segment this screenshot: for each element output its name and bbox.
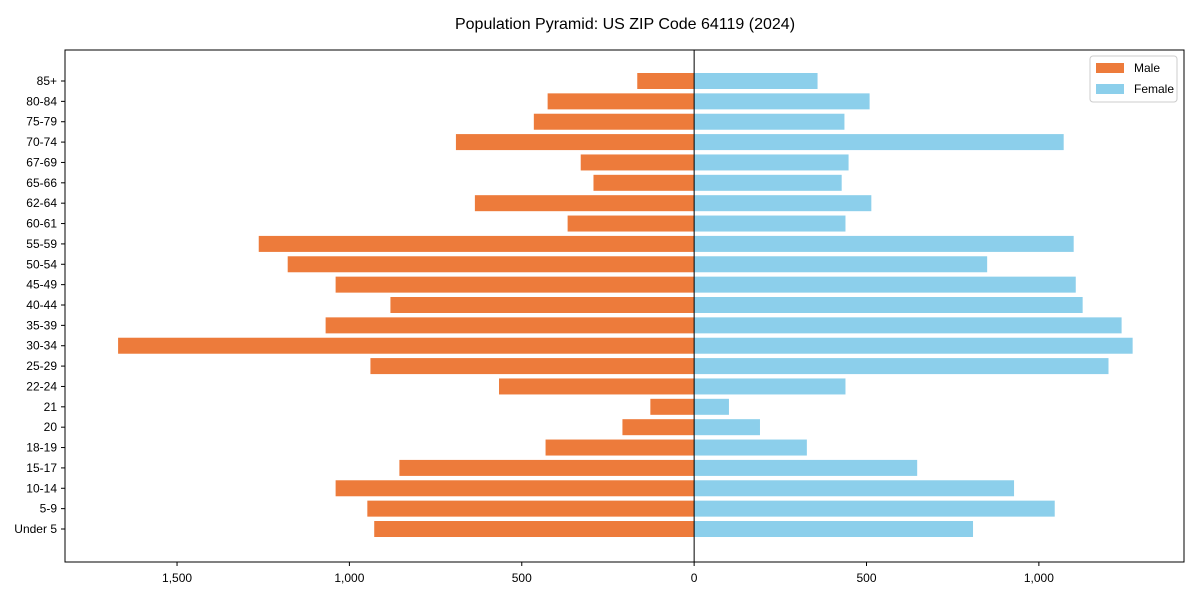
bar-female-Under 5 [694, 521, 974, 537]
bar-male-45-49 [335, 276, 695, 293]
bar-male-50-54 [287, 256, 695, 273]
bar-female-40-44 [694, 297, 1083, 313]
y-tick-label: 75-79 [26, 115, 57, 129]
x-tick-label: 0 [691, 571, 698, 585]
bar-female-75-79 [694, 113, 845, 130]
y-tick-label: 67-69 [26, 155, 57, 169]
bar-male-62-64 [474, 195, 695, 212]
legend-swatch-male [1096, 63, 1124, 73]
y-tick-label: 45-49 [26, 278, 57, 292]
y-tick-label: 55-59 [26, 237, 57, 251]
bar-male-30-34 [118, 337, 695, 354]
y-tick-label: 85+ [37, 74, 57, 88]
bar-female-5-9 [694, 500, 1055, 517]
bar-female-55-59 [694, 235, 1074, 252]
bar-male-18-19 [545, 439, 695, 456]
bar-male-65-66 [593, 174, 695, 191]
y-tick-label: 20 [44, 420, 58, 434]
y-tick-label: 65-66 [26, 176, 57, 190]
bar-female-30-34 [694, 337, 1133, 354]
y-tick-label: 70-74 [26, 135, 57, 149]
bar-male-20 [622, 419, 695, 436]
y-tick-label: 18-19 [26, 441, 57, 455]
bar-male-10-14 [335, 480, 695, 497]
chart-title: Population Pyramid: US ZIP Code 64119 (2… [455, 16, 795, 33]
bar-female-80-84 [694, 93, 870, 110]
bar-female-67-69 [694, 154, 849, 171]
bar-male-35-39 [325, 317, 695, 334]
bar-female-62-64 [694, 195, 872, 212]
bar-female-22-24 [694, 378, 846, 395]
bar-male-80-84 [547, 93, 695, 110]
y-tick-label: 62-64 [26, 196, 57, 210]
y-tick-label: 22-24 [26, 379, 57, 393]
y-tick-label: 50-54 [26, 257, 57, 271]
y-tick-label: 30-34 [26, 339, 57, 353]
bar-female-60-61 [694, 215, 846, 232]
y-tick-label: 15-17 [26, 461, 57, 475]
plot-frame [64, 49, 1185, 563]
bar-male-60-61 [567, 215, 695, 232]
bar-female-21 [694, 398, 729, 415]
bar-male-25-29 [370, 358, 695, 375]
bar-male-15-17 [399, 459, 695, 476]
y-tick-label: Under 5 [14, 522, 57, 536]
y-tick-label: 60-61 [26, 217, 57, 231]
legend-label-female: Female [1134, 82, 1174, 96]
bar-male-5-9 [367, 500, 695, 517]
x-tick-label: 500 [512, 571, 532, 585]
y-tick-label: 10-14 [26, 481, 57, 495]
bar-male-85+ [637, 73, 695, 89]
legend: Male Female [1089, 55, 1178, 103]
bar-male-75-79 [533, 113, 695, 130]
bar-female-65-66 [694, 174, 842, 191]
x-tick-label: 1,000 [1024, 571, 1054, 585]
bar-female-45-49 [694, 276, 1076, 293]
y-tick-label: 40-44 [26, 298, 57, 312]
bar-male-22-24 [499, 378, 695, 395]
y-tick-label: 80-84 [26, 94, 57, 108]
bar-female-10-14 [694, 480, 1015, 497]
x-tick-label: 500 [856, 571, 876, 585]
bar-female-20 [694, 419, 760, 436]
y-tick-label: 5-9 [40, 502, 58, 516]
bar-female-85+ [694, 73, 818, 89]
y-tick-label: 35-39 [26, 318, 57, 332]
bar-male-21 [650, 398, 695, 415]
bar-male-67-69 [580, 154, 695, 171]
x-tick-label: 1,500 [162, 571, 192, 585]
bar-female-50-54 [694, 256, 988, 273]
bar-male-Under 5 [374, 521, 695, 537]
bar-female-70-74 [694, 134, 1064, 151]
y-tick-label: 21 [44, 400, 58, 414]
y-tick-label: 25-29 [26, 359, 57, 373]
legend-label-male: Male [1134, 61, 1160, 75]
x-tick-label: 1,000 [334, 571, 364, 585]
bar-female-18-19 [694, 439, 807, 456]
bar-female-25-29 [694, 358, 1109, 375]
bar-male-40-44 [390, 297, 695, 313]
bar-male-70-74 [455, 134, 695, 151]
legend-swatch-female [1096, 84, 1124, 94]
bar-male-55-59 [258, 235, 695, 252]
bar-female-35-39 [694, 317, 1122, 334]
bar-female-15-17 [694, 459, 918, 476]
